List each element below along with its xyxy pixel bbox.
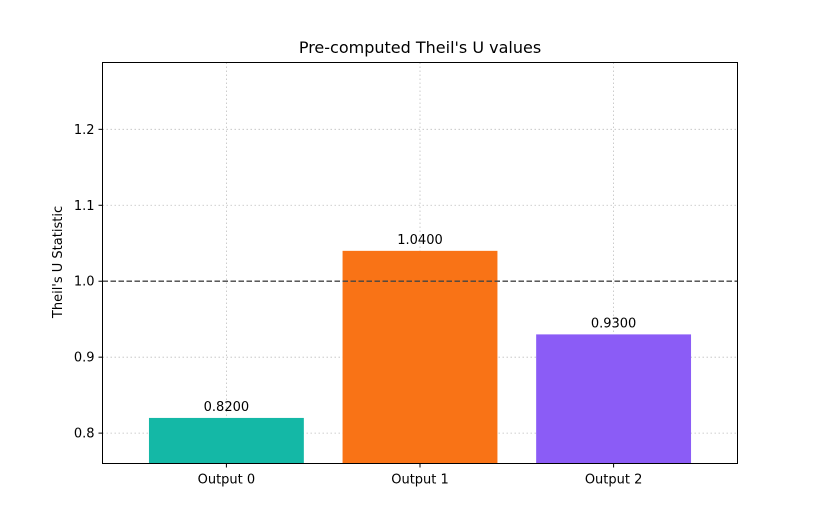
y-tick-label: 0.9 [74, 351, 95, 366]
bar-output-2 [536, 334, 692, 464]
bar-value-label: 1.0400 [397, 233, 443, 248]
x-tick-label: Output 1 [391, 473, 449, 488]
bar-output-0 [148, 417, 304, 464]
chart-title: Pre-computed Theil's U values [299, 38, 541, 57]
y-axis-label: Theil's U Statistic [51, 206, 66, 319]
x-tick-label: Output 2 [585, 473, 643, 488]
bar-value-label: 0.9300 [591, 316, 637, 331]
bars [148, 250, 692, 464]
x-tick-label: Output 0 [198, 473, 256, 488]
y-tick-label: 1.1 [74, 199, 95, 214]
value-labels: 0.8200 1.0400 0.9300 [204, 233, 637, 415]
y-tick-label: 1.0 [74, 275, 95, 290]
y-tick-label: 1.2 [74, 123, 95, 138]
axis-ticks: 0.8 0.9 1.0 1.1 1.2 Output 0 Output 1 Output 2 [74, 123, 643, 488]
y-tick-label: 0.8 [74, 427, 95, 442]
bar-output-1 [342, 250, 498, 464]
bar-value-label: 0.8200 [204, 400, 250, 415]
